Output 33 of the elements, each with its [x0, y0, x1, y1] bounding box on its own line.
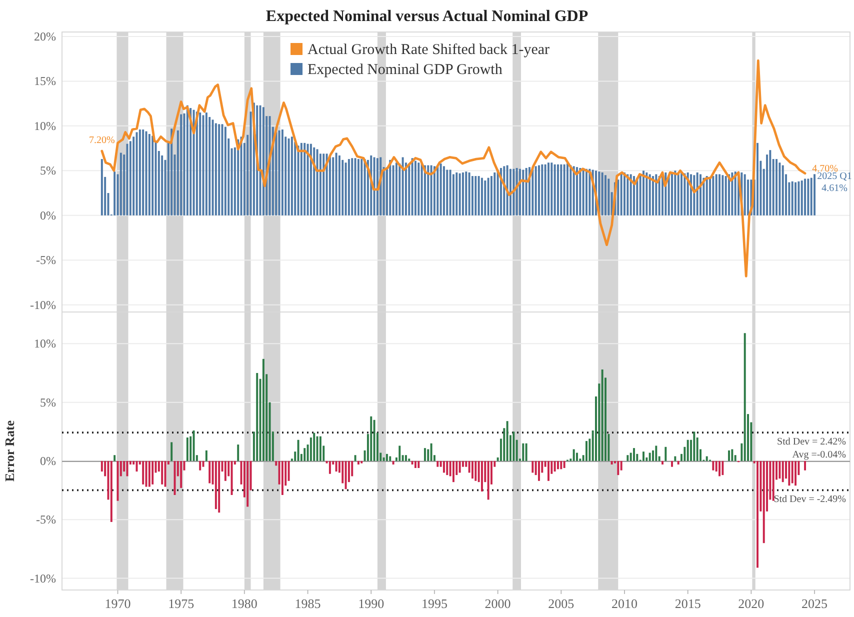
y-tick-label: -5% [36, 253, 56, 268]
x-tick-label: 1995 [421, 596, 448, 611]
y-tick-label: 20% [34, 29, 56, 44]
x-tick-label: 2015 [674, 596, 701, 611]
x-tick-label: 1990 [358, 596, 384, 611]
x-tick-label: 2000 [484, 596, 511, 611]
ref-line-label: Std Dev = -2.49% [774, 494, 846, 506]
y-tick-label: 10% [34, 118, 56, 133]
x-tick-label: 1980 [231, 596, 258, 611]
y-axis-title: Error Rate [2, 420, 17, 482]
y-tick-label: 15% [34, 74, 56, 88]
y-tick-label: -5% [36, 512, 56, 527]
x-tick-label: 1970 [104, 596, 131, 611]
y-tick-label: 5% [40, 395, 56, 410]
annotation: 7.20% [88, 134, 115, 146]
y-tick-label: -10% [30, 571, 56, 586]
legend-label: Actual Growth Rate Shifted back 1-year [308, 42, 550, 58]
ref-line-label: Std Dev = 2.42% [777, 436, 846, 448]
chart-title: Expected Nominal versus Actual Nominal GDP [266, 8, 588, 25]
x-tick-label: 2010 [611, 596, 638, 611]
x-tick-label: 1975 [168, 596, 194, 611]
x-tick-label: 2020 [738, 596, 764, 611]
x-tick-label: 2005 [548, 596, 574, 611]
x-tick-label: 2025 [802, 596, 828, 611]
y-tick-label: 10% [34, 336, 56, 351]
y-tick-label: 0% [40, 454, 56, 468]
y-tick-label: 5% [40, 164, 56, 178]
legend-label: Expected Nominal GDP Growth [308, 62, 503, 78]
y-tick-label: 0% [40, 208, 56, 222]
x-tick-label: 1985 [294, 596, 321, 611]
annotation: 2025 Q1 4.61% [817, 171, 852, 194]
y-tick-label: -10% [30, 298, 56, 312]
ref-line-label: Avg =-0.04% [792, 449, 846, 460]
